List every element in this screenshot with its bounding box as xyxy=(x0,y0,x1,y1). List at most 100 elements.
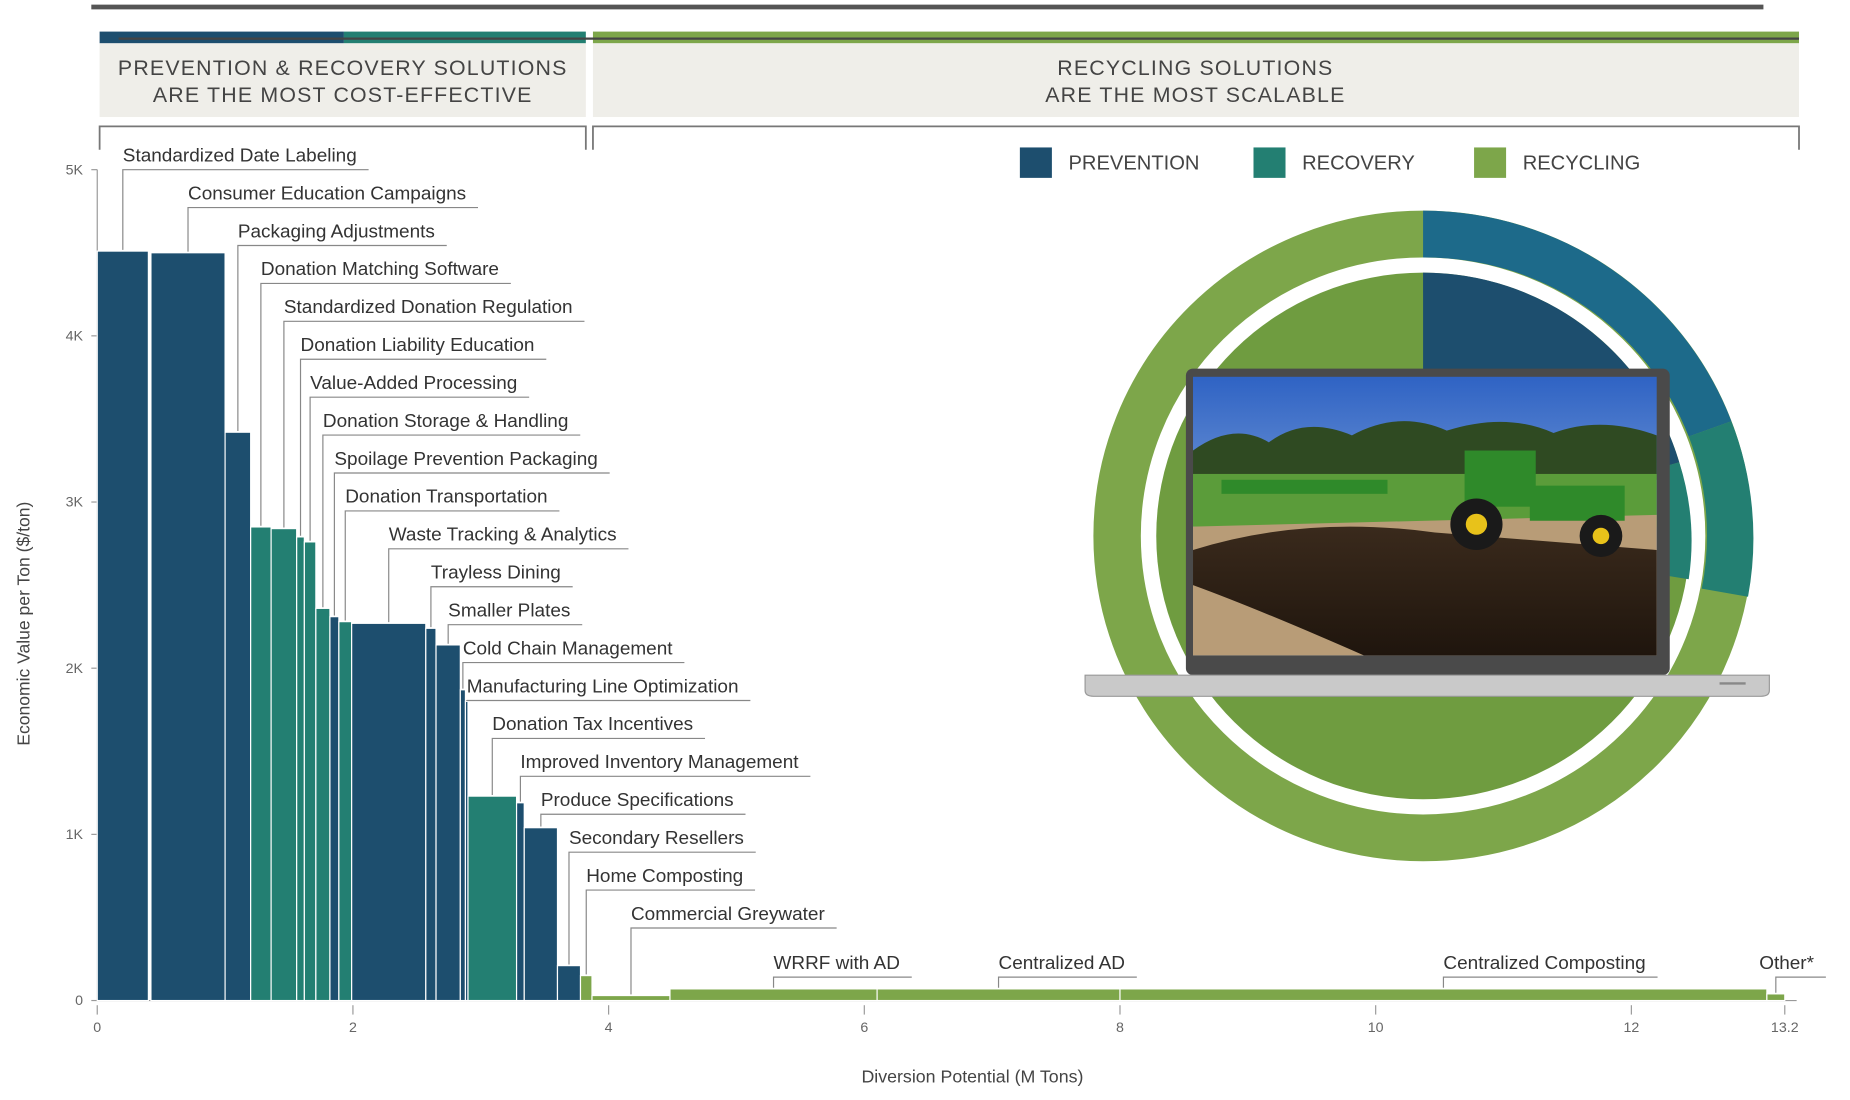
leader-line xyxy=(540,813,746,827)
y-axis-title: Economic Value per Ton ($/ton) xyxy=(14,502,34,746)
y-tick-label: 2K xyxy=(66,660,84,676)
leader-line xyxy=(568,851,756,965)
bar xyxy=(250,526,272,1002)
bar xyxy=(296,536,305,1002)
bar-label: Standardized Donation Regulation xyxy=(284,296,573,317)
leader-line xyxy=(299,358,547,536)
y-tick-label: 5K xyxy=(66,161,84,177)
x-tick-label: 2 xyxy=(349,1019,357,1035)
y-tick-label: 0 xyxy=(75,992,83,1008)
bar-label: Improved Inventory Management xyxy=(520,751,799,772)
x-tick-label: 8 xyxy=(1116,1019,1124,1035)
bar-label: Produce Specifications xyxy=(541,789,734,810)
y-tick-label: 3K xyxy=(66,494,84,510)
bar-label: Donation Transportation xyxy=(345,486,547,507)
leader-line xyxy=(309,396,530,541)
bar-label: Centralized AD xyxy=(999,952,1125,973)
leader-line xyxy=(187,207,479,252)
bar xyxy=(224,431,252,1002)
x-tick-label: 12 xyxy=(1623,1019,1639,1035)
y-tick-label: 1K xyxy=(66,826,84,842)
laptop-illustration xyxy=(1084,368,1770,697)
bar-label: Donation Liability Education xyxy=(301,334,535,355)
bar xyxy=(1766,993,1786,1002)
bar-label: Value-Added Processing xyxy=(310,372,517,393)
bar-label: Cold Chain Management xyxy=(463,637,673,658)
bar xyxy=(556,965,582,1002)
x-tick-label: 10 xyxy=(1368,1019,1384,1035)
bar-label: Home Composting xyxy=(586,865,743,886)
leader-line xyxy=(333,472,610,616)
bar xyxy=(338,621,353,1002)
header-panel xyxy=(592,43,1800,118)
bar xyxy=(591,994,671,1002)
bar-label: Waste Tracking & Analytics xyxy=(389,524,617,545)
bar-label: Centralized Composting xyxy=(1443,952,1645,973)
legend-swatch xyxy=(1474,147,1507,178)
leader-line xyxy=(122,169,369,250)
bar-label: Other* xyxy=(1759,952,1814,973)
bar-label: Standardized Date Labeling xyxy=(123,145,357,166)
leader-line xyxy=(772,976,912,988)
x-tick-label: 0 xyxy=(93,1019,101,1035)
bar xyxy=(96,250,149,1002)
bar xyxy=(669,988,878,1002)
bar-label: WRRF with AD xyxy=(774,952,900,973)
leader-line xyxy=(344,510,560,621)
y-tick-label: 4K xyxy=(66,328,84,344)
header-text: PREVENTION & RECOVERY SOLUTIONS xyxy=(118,57,568,80)
bar xyxy=(876,988,1121,1002)
header-text: ARE THE MOST COST-EFFECTIVE xyxy=(153,84,533,107)
bar-label: Donation Matching Software xyxy=(261,258,499,279)
bar-label: Packaging Adjustments xyxy=(238,220,435,241)
bar xyxy=(435,644,461,1002)
bar xyxy=(515,802,525,1002)
bar-label: Consumer Education Campaigns xyxy=(188,183,466,204)
bar xyxy=(150,252,226,1002)
leader-line xyxy=(519,775,811,802)
leader-line xyxy=(997,976,1137,988)
header-text: RECYCLING SOLUTIONS xyxy=(1057,57,1333,80)
legend-label: RECYCLING xyxy=(1523,153,1641,175)
bar-label: Spoilage Prevention Packaging xyxy=(334,448,597,469)
leader-line xyxy=(447,624,583,644)
x-tick-label: 6 xyxy=(860,1019,868,1035)
legend-swatch xyxy=(1253,147,1286,178)
leader-line xyxy=(491,737,706,795)
bar xyxy=(1119,988,1768,1002)
header-text: ARE THE MOST SCALABLE xyxy=(1045,84,1345,107)
bar xyxy=(329,616,340,1002)
leader-line xyxy=(585,889,756,975)
leader-line xyxy=(462,661,685,689)
bar xyxy=(270,528,298,1002)
legend-swatch xyxy=(1019,147,1052,178)
x-axis-title: Diversion Potential (M Tons) xyxy=(861,1067,1083,1087)
bar-label: Trayless Dining xyxy=(431,562,561,583)
leader-line xyxy=(322,434,581,608)
bar-label: Donation Tax Incentives xyxy=(492,713,693,734)
leader-line xyxy=(283,320,585,528)
leader-line xyxy=(260,282,511,526)
bar xyxy=(467,795,518,1002)
bar-label: Smaller Plates xyxy=(448,600,570,621)
bar-label: Commercial Greywater xyxy=(631,903,825,924)
leader-line xyxy=(1442,976,1658,988)
bar-label: Manufacturing Line Optimization xyxy=(467,675,739,696)
bar xyxy=(351,622,427,1002)
chart: 0 1K 2K 3K 4K 5K 0 2 4 6 8 10 12 13.2 Diversion Potent… xyxy=(14,145,1826,1087)
bracket xyxy=(98,125,1800,150)
legend-label: PREVENTION xyxy=(1068,153,1199,175)
x-tick-label: 4 xyxy=(605,1019,613,1035)
leader-line xyxy=(388,548,629,623)
header-panel xyxy=(99,43,586,118)
bar xyxy=(459,689,467,1002)
legend-label: RECOVERY xyxy=(1302,153,1415,175)
x-tick-label: 13.2 xyxy=(1771,1019,1799,1035)
bar xyxy=(303,541,317,1002)
bar xyxy=(579,975,593,1002)
bar xyxy=(425,627,437,1002)
leader-line xyxy=(630,927,837,995)
bar-label: Donation Storage & Handling xyxy=(323,410,569,431)
leader-line xyxy=(1775,976,1826,993)
